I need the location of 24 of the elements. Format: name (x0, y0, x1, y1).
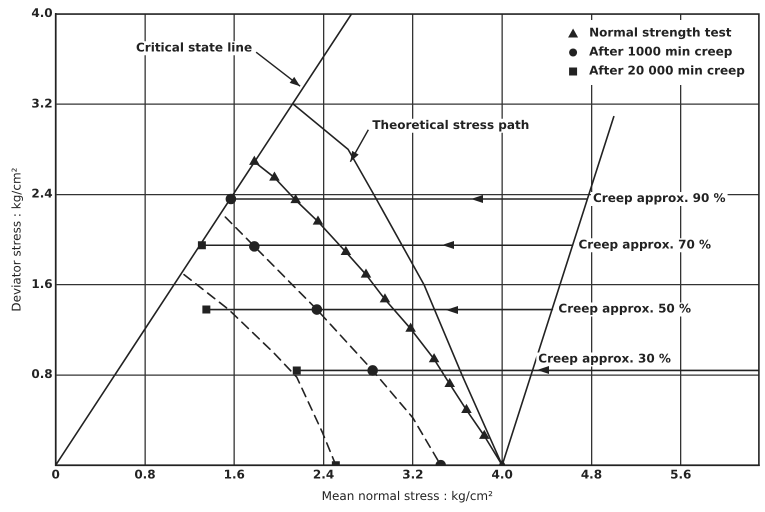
annotation: Creep approx. 90 % (592, 191, 726, 206)
x-tick-label: 1.6 (224, 468, 245, 482)
y-tick-label: 3.2 (31, 96, 53, 110)
annotation: Theoretical stress path (372, 118, 530, 132)
x-axis-title: Mean normal stress : kg/cm² (322, 488, 494, 503)
x-tick-label: 0.8 (134, 468, 156, 482)
y-tick-label: 1.6 (31, 276, 53, 291)
x-tick-label: 4.0 (492, 468, 513, 482)
annotation: Creep approx. 50 % (558, 302, 691, 316)
y-tick-label: 4.0 (31, 6, 53, 20)
x-tick-label: 3.2 (402, 468, 424, 482)
legend-label: After 1000 min creep (589, 44, 733, 59)
annotation: Critical state line (136, 40, 252, 54)
annotation: Creep approx. 30 % (538, 352, 671, 366)
x-tick-label: 0 (51, 468, 60, 482)
y-axis-title: Deviator stress : kg/cm² (9, 167, 24, 312)
legend-label: After 20 000 min creep (589, 64, 746, 78)
y-tick-label: 2.4 (31, 186, 53, 201)
x-tick-label: 5.6 (670, 468, 692, 482)
legend-label: Normal strength test (589, 26, 732, 40)
x-tick-label: 2.4 (312, 468, 334, 482)
x-tick-label: 4.8 (580, 468, 602, 482)
y-tick-label: 0.8 (31, 367, 53, 382)
annotation: Creep approx. 70 % (578, 237, 712, 252)
